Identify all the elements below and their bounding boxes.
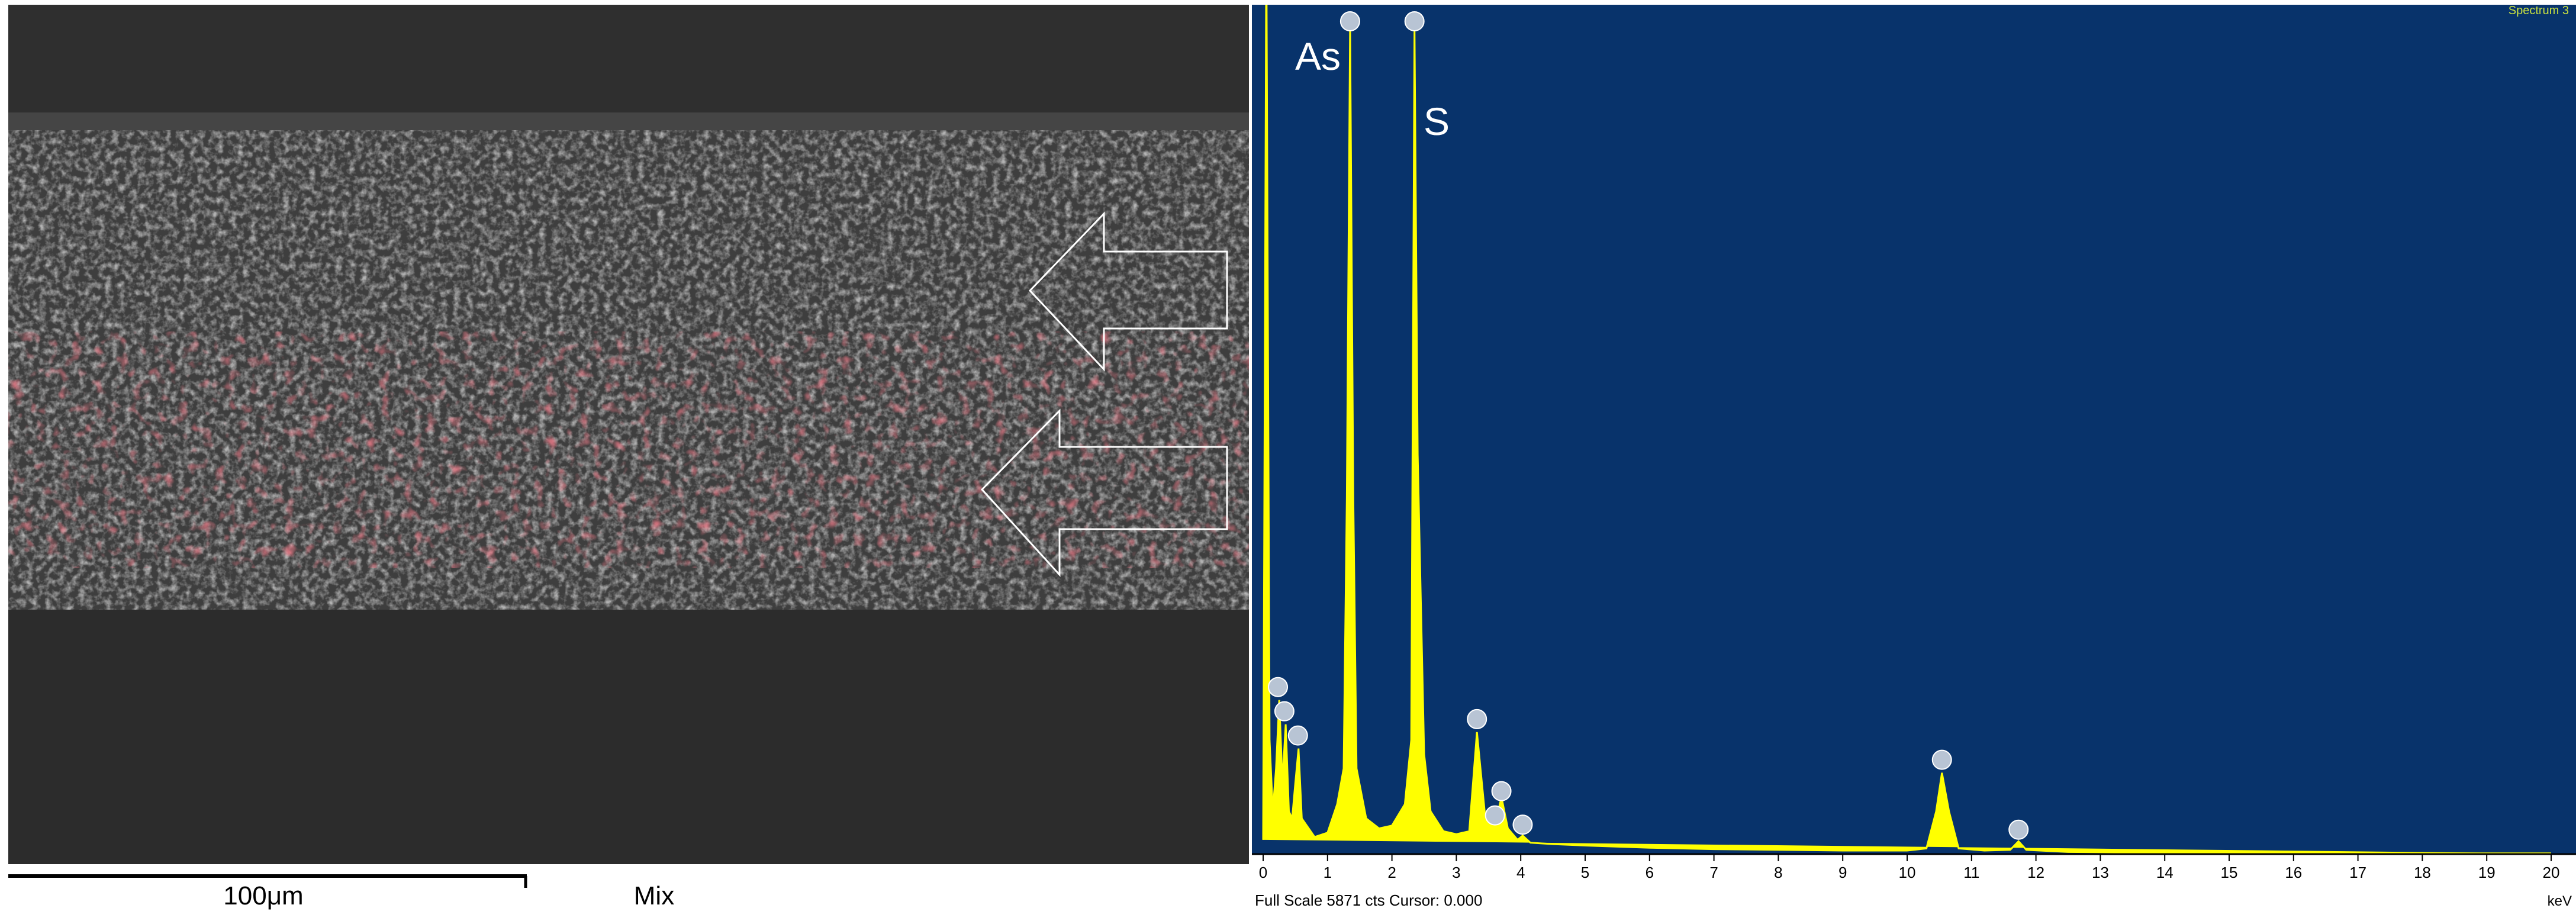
x-tick-label: 8 <box>1774 864 1782 881</box>
peak-marker <box>2008 819 2029 840</box>
x-tick-label: 9 <box>1838 864 1847 881</box>
x-tick-label: 16 <box>2285 864 2302 881</box>
x-tick-label: 10 <box>1899 864 1916 881</box>
peak-marker <box>1931 749 1952 770</box>
spectrum-plot <box>1262 5 2551 855</box>
x-tick-label: 15 <box>2221 864 2238 881</box>
arrow <box>1028 211 1228 372</box>
x-tick-label: 18 <box>2414 864 2431 881</box>
x-tick-label: 11 <box>1963 864 1979 881</box>
sem-red-texture <box>8 331 1249 568</box>
peak-marker <box>1485 805 1505 826</box>
peak-marker <box>1467 709 1487 729</box>
x-tick-label: 13 <box>2092 864 2109 881</box>
peak-marker <box>1404 11 1425 31</box>
scale-bar-label: 100μm <box>223 881 303 910</box>
peak-marker <box>1512 814 1533 835</box>
peak-marker <box>1339 11 1360 31</box>
x-tick-label: 1 <box>1324 864 1332 881</box>
x-tick-label: 17 <box>2349 864 2366 881</box>
x-tick-label: 3 <box>1452 864 1460 881</box>
arrow <box>980 408 1228 577</box>
x-tick-label: 0 <box>1259 864 1267 881</box>
spectrum-footer: Full Scale 5871 cts Cursor: 0.000 <box>1255 891 1482 909</box>
peak-marker <box>1287 725 1308 746</box>
x-tick-label: 19 <box>2478 864 2496 881</box>
x-tick-label: 12 <box>2027 864 2044 881</box>
x-tick-label: 4 <box>1516 864 1525 881</box>
x-tick-label: 6 <box>1646 864 1654 881</box>
x-tick-label: 2 <box>1387 864 1396 881</box>
x-tick-label: 14 <box>2156 864 2174 881</box>
x-axis-label: keV <box>2548 893 2572 909</box>
chart-title: Spectrum 3 <box>2509 4 2569 17</box>
peak-marker <box>1491 781 1512 801</box>
x-tick-label: 7 <box>1709 864 1718 881</box>
sem-substrate <box>8 610 1249 864</box>
peak-marker <box>1268 677 1289 697</box>
mode-label: Mix <box>634 881 674 910</box>
peak-marker <box>1274 701 1295 722</box>
sem-image <box>8 5 1249 864</box>
x-tick-label: 5 <box>1581 864 1589 881</box>
peak-label: As <box>1295 34 1341 78</box>
x-tick-label: 20 <box>2543 864 2560 881</box>
plot-background <box>1252 5 2576 854</box>
peak-label: S <box>1424 99 1450 143</box>
spectrum-area <box>1262 5 2551 855</box>
